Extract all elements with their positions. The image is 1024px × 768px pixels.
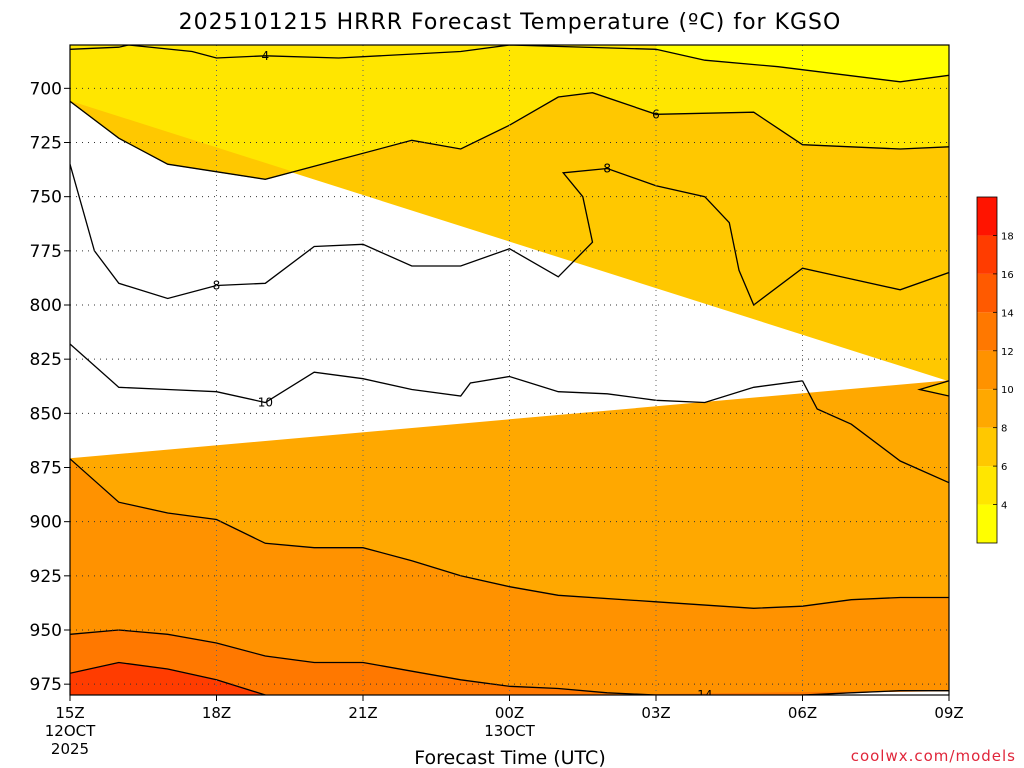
credit-text[interactable]: coolwx.com/models	[851, 747, 1016, 765]
x-axis-label: Forecast Time (UTC)	[414, 747, 605, 768]
colorbar-tick-label: 16	[1001, 270, 1014, 281]
chart-title: 2025101215 HRRR Forecast Temperature (ºC…	[179, 10, 842, 35]
x-tick-label: 00Z	[495, 704, 524, 722]
x-tick-label: 06Z	[788, 704, 817, 722]
colorbar-bin	[977, 389, 997, 428]
x-tick-label: 18Z	[202, 704, 231, 722]
colorbar-bin	[977, 350, 997, 390]
contour-label: 8	[603, 162, 611, 176]
colorbar-bin	[977, 312, 997, 351]
y-tick-label: 725	[30, 134, 62, 154]
x-tick-sublabel: 12OCT	[45, 722, 96, 740]
colorbar-tick-label: 12	[1001, 347, 1014, 358]
y-tick-label: 900	[30, 513, 62, 533]
contour-10-4	[917, 380, 949, 397]
colorbar-tick-label: 4	[1001, 501, 1007, 512]
x-tick-label: 21Z	[348, 704, 377, 722]
colorbar-frame	[976, 196, 998, 544]
colorbar-tick-label: 10	[1001, 385, 1014, 396]
colorbar-bin	[977, 504, 997, 543]
y-tick-label: 925	[30, 567, 62, 587]
contour-4-0	[70, 45, 949, 83]
y-tick-label: 875	[30, 459, 62, 479]
x-tick-sublabel: 2025	[51, 740, 89, 758]
axes: 70072575077580082585087590092595097515Z1…	[30, 44, 964, 758]
colorbar-bin	[977, 427, 997, 467]
y-tick-label: 850	[30, 404, 62, 424]
warm-pocket	[70, 662, 266, 695]
colorbar-bin	[977, 466, 997, 505]
contour-10-3	[70, 343, 949, 484]
colorbar-tick-label: 8	[1001, 424, 1007, 435]
y-tick-label: 775	[30, 242, 62, 262]
x-tick-label: 03Z	[641, 704, 670, 722]
colorbar-tick-label: 18	[1001, 231, 1014, 242]
colorbar-bin	[977, 273, 997, 313]
cool-pocket	[656, 45, 949, 82]
y-tick-label: 800	[30, 296, 62, 316]
colorbar-tick-label: 6	[1001, 462, 1007, 473]
x-tick-label: 09Z	[934, 704, 963, 722]
y-tick-label: 750	[30, 188, 62, 208]
colorbar-bin	[977, 235, 997, 274]
y-tick-label: 975	[30, 675, 62, 695]
x-tick-sublabel: 13OCT	[484, 722, 535, 740]
contour-14-6	[70, 629, 949, 695]
y-tick-label: 700	[30, 79, 62, 99]
contour-16-7	[70, 661, 268, 695]
colorbar-bin	[977, 197, 997, 236]
contour-label: 10	[258, 396, 273, 410]
colorbar-tick-label: 14	[1001, 308, 1014, 319]
contour-label: 4	[262, 49, 270, 63]
y-tick-label: 825	[30, 350, 62, 370]
contour-label: 6	[652, 107, 660, 121]
y-tick-label: 950	[30, 621, 62, 641]
x-tick-label: 15Z	[55, 704, 84, 722]
plot-area: 46881014	[70, 45, 949, 702]
colorbar: 4 6 8 10 12 14 16 18	[976, 196, 1014, 544]
contour-label: 14	[697, 688, 712, 702]
